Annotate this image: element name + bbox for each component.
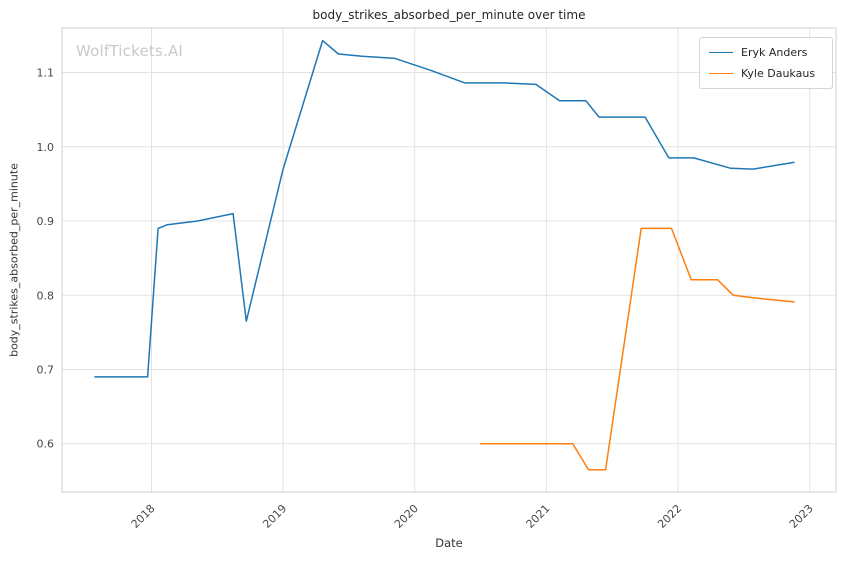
legend-item-kyle-daukaus: Kyle Daukaus (709, 67, 823, 80)
legend: Eryk Anders Kyle Daukaus (699, 37, 833, 89)
legend-label-eryk-anders: Eryk Anders (741, 46, 808, 59)
y-tick-label: 1.1 (37, 67, 55, 80)
x-tick-label: 2018 (129, 502, 158, 531)
x-tick-label: 2023 (787, 502, 816, 531)
legend-item-eryk-anders: Eryk Anders (709, 46, 823, 59)
legend-line-sample-kyle-daukaus (709, 73, 733, 74)
x-tick-label: 2020 (392, 502, 421, 531)
legend-label-kyle-daukaus: Kyle Daukaus (741, 67, 816, 80)
axes-spine (61, 27, 837, 493)
series-line-1 (479, 227, 795, 471)
y-tick-label: 0.6 (37, 438, 55, 451)
x-axis-label: Date (435, 536, 463, 550)
x-tick-label: 2019 (260, 502, 289, 531)
watermark: WolfTickets.AI (76, 42, 184, 60)
x-tick-label: 2022 (655, 502, 684, 531)
y-tick-label: 0.7 (37, 364, 55, 377)
y-tick-label: 0.9 (37, 215, 55, 228)
series-line-0 (94, 39, 795, 378)
y-tick-label: 1.0 (37, 141, 55, 154)
legend-line-sample-eryk-anders (709, 52, 733, 53)
y-tick-label: 0.8 (37, 289, 55, 302)
x-tick-label: 2021 (524, 502, 553, 531)
chart-title: body_strikes_absorbed_per_minute over ti… (312, 8, 586, 22)
